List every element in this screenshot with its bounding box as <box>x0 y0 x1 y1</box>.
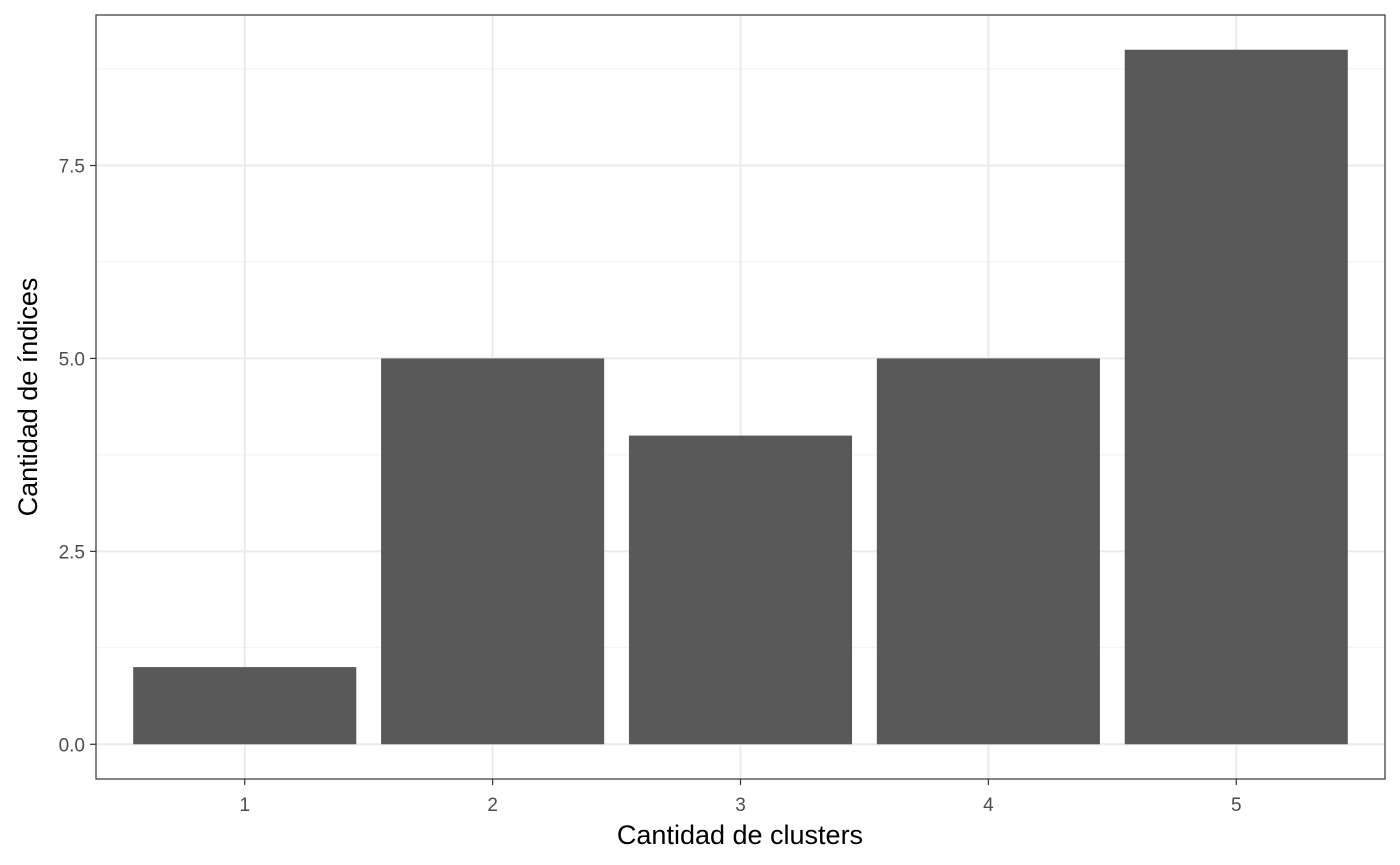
bar-1 <box>133 667 357 745</box>
x-tick-label: 1 <box>239 795 250 816</box>
y-tick-label: 5.0 <box>59 349 85 370</box>
x-tick-label: 5 <box>1231 795 1242 816</box>
x-tick-label: 4 <box>983 795 994 816</box>
x-tick-label: 2 <box>487 795 498 816</box>
y-tick-label: 7.5 <box>59 156 85 177</box>
y-tick-label: 2.5 <box>59 542 85 563</box>
bar-5 <box>1124 49 1348 745</box>
x-tick-label: 3 <box>735 795 746 816</box>
bar-2 <box>381 358 605 745</box>
bars <box>133 49 1348 745</box>
bar-4 <box>876 358 1100 745</box>
axis-ticks: 0.0 2.5 5.0 7.5 1 2 3 4 5 <box>59 156 1242 816</box>
y-axis-title: Cantidad de índices <box>13 278 43 517</box>
y-tick-label: 0.0 <box>59 735 85 756</box>
bar-3 <box>628 435 853 745</box>
x-axis-title: Cantidad de clusters <box>617 820 863 850</box>
